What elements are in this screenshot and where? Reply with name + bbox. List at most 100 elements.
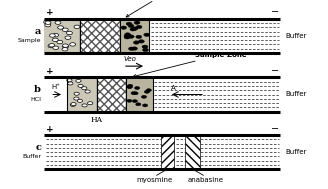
Circle shape xyxy=(67,79,72,82)
Circle shape xyxy=(127,85,132,88)
Circle shape xyxy=(130,28,136,31)
Circle shape xyxy=(125,33,131,36)
Circle shape xyxy=(128,35,134,38)
Text: Buffer: Buffer xyxy=(22,154,41,159)
Bar xyxy=(44,19,80,53)
Circle shape xyxy=(88,102,93,105)
Text: a: a xyxy=(35,27,41,36)
Text: HA: HA xyxy=(91,116,103,124)
Bar xyxy=(126,77,153,112)
Circle shape xyxy=(133,41,139,44)
Bar xyxy=(67,77,97,112)
Circle shape xyxy=(127,85,133,88)
Circle shape xyxy=(144,33,150,36)
Bar xyxy=(80,19,120,53)
Text: anabasine: anabasine xyxy=(188,177,224,183)
Circle shape xyxy=(44,20,50,24)
Text: b: b xyxy=(34,85,41,94)
Circle shape xyxy=(52,38,58,42)
Text: Buffer: Buffer xyxy=(285,33,307,39)
Bar xyxy=(44,77,67,112)
Circle shape xyxy=(133,92,138,95)
Circle shape xyxy=(74,97,79,100)
Circle shape xyxy=(68,82,73,85)
Text: −: − xyxy=(271,124,279,134)
Bar xyxy=(149,19,280,53)
Circle shape xyxy=(53,46,59,50)
Circle shape xyxy=(63,45,69,48)
Bar xyxy=(161,136,174,168)
Bar xyxy=(44,135,280,169)
Bar xyxy=(97,77,126,112)
Text: Sample: Sample xyxy=(17,38,41,43)
Circle shape xyxy=(143,48,149,52)
Circle shape xyxy=(74,25,80,29)
Circle shape xyxy=(45,21,51,24)
Circle shape xyxy=(126,34,132,38)
Text: +: + xyxy=(46,67,53,76)
Circle shape xyxy=(48,44,54,48)
Text: −: − xyxy=(271,7,279,17)
Circle shape xyxy=(134,87,140,90)
Bar xyxy=(120,19,149,53)
Circle shape xyxy=(124,36,130,39)
Circle shape xyxy=(57,40,63,44)
Circle shape xyxy=(71,103,76,106)
Text: HCl: HCl xyxy=(30,97,41,102)
Circle shape xyxy=(136,25,142,29)
Circle shape xyxy=(132,27,138,30)
Circle shape xyxy=(131,92,136,95)
Circle shape xyxy=(138,40,144,43)
Circle shape xyxy=(45,23,51,27)
Text: Veo: Veo xyxy=(123,56,136,62)
Text: Sample Zone: Sample Zone xyxy=(126,0,190,17)
Circle shape xyxy=(132,47,137,50)
Circle shape xyxy=(136,35,142,39)
Circle shape xyxy=(146,89,151,92)
Circle shape xyxy=(74,92,79,95)
Circle shape xyxy=(82,104,87,107)
Circle shape xyxy=(126,22,132,26)
Circle shape xyxy=(62,48,68,51)
Text: A⁻: A⁻ xyxy=(171,85,179,91)
Circle shape xyxy=(128,24,134,28)
Circle shape xyxy=(142,45,148,48)
Circle shape xyxy=(82,87,87,90)
Circle shape xyxy=(136,103,141,106)
Circle shape xyxy=(50,34,55,37)
Circle shape xyxy=(121,26,127,29)
Circle shape xyxy=(124,34,130,38)
Text: myosmine: myosmine xyxy=(136,177,172,183)
Circle shape xyxy=(70,43,76,46)
Text: +: + xyxy=(46,125,53,134)
Circle shape xyxy=(134,21,140,24)
Circle shape xyxy=(144,90,150,93)
Circle shape xyxy=(67,31,72,35)
Circle shape xyxy=(77,99,83,102)
Circle shape xyxy=(76,79,81,82)
Circle shape xyxy=(63,44,69,47)
Circle shape xyxy=(58,26,64,29)
Text: c: c xyxy=(35,143,41,152)
Circle shape xyxy=(78,84,83,87)
Circle shape xyxy=(70,103,75,106)
Circle shape xyxy=(127,99,132,102)
Circle shape xyxy=(128,84,133,87)
Circle shape xyxy=(142,104,148,107)
Text: H⁺: H⁺ xyxy=(51,84,60,90)
Text: Sample Zone: Sample Zone xyxy=(133,52,247,77)
Circle shape xyxy=(132,100,137,103)
Bar xyxy=(185,136,200,168)
Circle shape xyxy=(62,28,68,32)
Bar xyxy=(153,77,280,112)
Circle shape xyxy=(129,47,134,50)
Circle shape xyxy=(141,95,147,98)
Text: Buffer: Buffer xyxy=(285,91,307,98)
Circle shape xyxy=(65,36,71,39)
Circle shape xyxy=(55,21,61,24)
Text: −: − xyxy=(271,66,279,76)
Circle shape xyxy=(53,33,59,37)
Circle shape xyxy=(85,90,90,93)
Text: +: + xyxy=(46,8,53,17)
Circle shape xyxy=(49,43,55,47)
